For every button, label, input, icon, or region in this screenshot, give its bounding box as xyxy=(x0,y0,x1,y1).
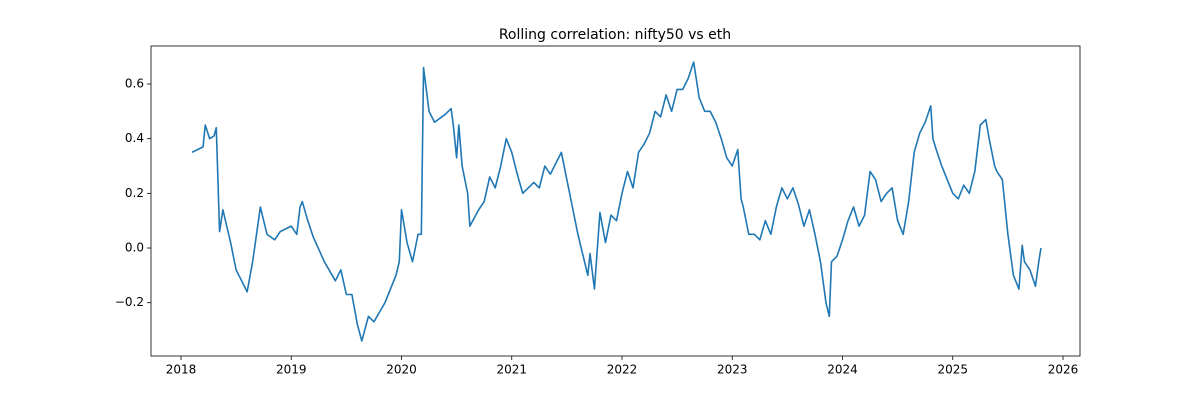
y-tick-label: 0.0 xyxy=(125,241,144,255)
y-tick-label: 0.6 xyxy=(125,76,144,90)
x-tick-label: 2019 xyxy=(276,363,307,377)
y-tick-label: 0.4 xyxy=(125,131,144,145)
chart-title: Rolling correlation: nifty50 vs eth xyxy=(499,27,731,43)
x-tick-label: 2020 xyxy=(386,363,417,377)
series-line xyxy=(191,61,1042,342)
y-tick-label: 0.2 xyxy=(125,186,144,200)
y-tick-label: −0.2 xyxy=(115,295,144,309)
x-tick-label: 2024 xyxy=(827,363,858,377)
x-tick-label: 2026 xyxy=(1048,363,1079,377)
x-tick-label: 2022 xyxy=(607,363,638,377)
plot-frame xyxy=(150,45,1081,357)
x-tick-label: 2018 xyxy=(166,363,197,377)
x-tick-label: 2021 xyxy=(496,363,527,377)
x-tick-label: 2023 xyxy=(717,363,748,377)
x-tick-label: 2025 xyxy=(937,363,968,377)
